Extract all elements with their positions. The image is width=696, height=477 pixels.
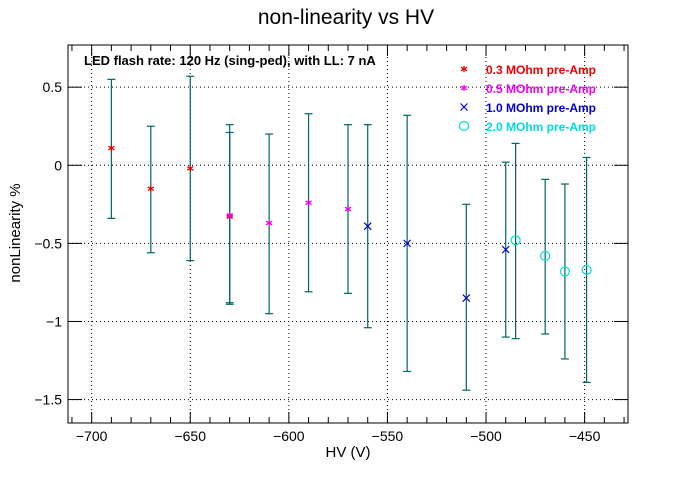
data-point [265, 220, 273, 227]
legend: 0.3 MOhm pre-Amp 0.5 MOhm pre-Amp 1.0 MOhm… [458, 63, 596, 134]
x-axis-label: HV (V) [326, 444, 371, 461]
chart-title: non-linearity vs HV [258, 6, 434, 29]
data-point [501, 245, 510, 254]
marker-stroke [460, 85, 468, 91]
legend-label: 0.3 MOhm pre-Amp [486, 63, 596, 77]
data-point [186, 165, 194, 172]
data-point [147, 185, 155, 192]
marker-stroke [305, 200, 312, 206]
x-tick-label: −700 [76, 428, 108, 444]
plot-area: −700 −650 −600 −550 −500 −450 0.5 0 −0.5 −1 −1.5 [34, 44, 629, 444]
series-group [225, 113, 352, 315]
marker-stroke [363, 222, 372, 231]
marker-stroke [226, 212, 234, 218]
data-point [226, 212, 234, 219]
data-point [305, 199, 312, 206]
data-point [510, 235, 521, 246]
data-point [403, 239, 412, 248]
legend-marker [460, 85, 468, 91]
marker-stroke [147, 186, 155, 192]
marker-stroke [108, 145, 115, 151]
marker-stroke [460, 103, 468, 111]
marker-stroke [501, 245, 510, 254]
data-point [540, 250, 551, 261]
y-tick-label: −0.5 [34, 235, 62, 251]
marker-stroke [460, 66, 468, 72]
y-tick-label: 0 [54, 157, 62, 173]
y-tick-label: 0.5 [43, 79, 63, 95]
data-point [462, 294, 471, 302]
legend-label: 1.0 MOhm pre-Amp [486, 101, 596, 115]
chart-annotation: LED flash rate: 120 Hz (sing-ped), with … [84, 53, 376, 68]
data-point [581, 264, 592, 276]
series-group [363, 114, 510, 391]
legend-label: 2.0 MOhm pre-Amp [486, 120, 596, 134]
marker-stroke [186, 166, 194, 171]
legend-marker [458, 120, 470, 132]
y-tick-label: −1 [46, 313, 62, 329]
data-point [363, 222, 372, 231]
series-group [510, 142, 592, 383]
legend-marker [460, 66, 468, 72]
x-tick-label: −600 [273, 428, 305, 444]
data-point [108, 145, 115, 152]
marker-stroke [403, 239, 412, 248]
marker-stroke [344, 206, 352, 212]
legend-marker [460, 103, 468, 111]
y-tick-label: −1.5 [34, 392, 62, 408]
x-tick-label: −650 [174, 428, 206, 444]
y-axis-label: nonLinearity % [7, 183, 24, 282]
x-tick-label: −450 [569, 428, 601, 444]
x-tick-label: −500 [470, 428, 502, 444]
marker-stroke [462, 294, 471, 302]
marker-stroke [265, 220, 273, 226]
data-point [344, 206, 352, 213]
data-point [559, 266, 571, 277]
series-group [107, 75, 234, 304]
x-tick-label: −550 [372, 428, 404, 444]
legend-label: 0.5 MOhm pre-Amp [486, 82, 596, 96]
